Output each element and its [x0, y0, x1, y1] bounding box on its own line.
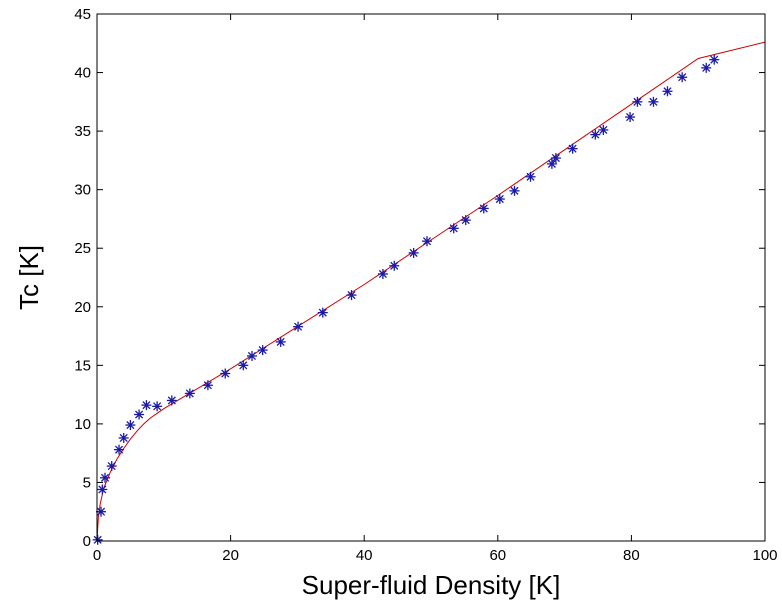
data-point: [662, 86, 673, 97]
data-point: [648, 96, 659, 107]
x-tick-label: 0: [93, 547, 101, 564]
data-point: [494, 194, 505, 205]
y-tick-label: 25: [74, 240, 91, 257]
data-point: [550, 153, 561, 164]
data-point: [100, 472, 111, 483]
x-tick-label: 100: [752, 547, 777, 564]
data-point: [701, 62, 712, 73]
x-tick-label: 80: [623, 547, 640, 564]
y-tick-label: 35: [74, 123, 91, 140]
data-point: [114, 444, 125, 455]
y-tick-label: 5: [83, 474, 91, 491]
data-point: [448, 223, 459, 234]
data-point: [625, 112, 636, 123]
data-point: [134, 409, 145, 420]
data-point: [421, 236, 432, 247]
data-point: [460, 215, 471, 226]
x-tick-label: 60: [489, 547, 506, 564]
data-point: [106, 461, 117, 472]
data-point: [677, 72, 688, 83]
y-tick-label: 30: [74, 182, 91, 199]
y-tick-label: 45: [74, 6, 91, 23]
data-point: [525, 171, 536, 182]
data-point: [509, 185, 520, 196]
plot-frame: [96, 13, 766, 542]
tick-layer: 0 20 40 60 80 100 0 5 10 15 20 25 30 35 40 45: [74, 6, 777, 564]
y-tick-label: 40: [74, 65, 91, 82]
data-point: [389, 260, 400, 271]
y-axis-label: Tc [K]: [14, 245, 44, 310]
data-point: [184, 388, 195, 399]
data-point: [377, 268, 388, 279]
data-point: [97, 484, 108, 495]
data-point: [92, 534, 103, 545]
data-point: [632, 96, 643, 107]
y-tick-label: 15: [74, 357, 91, 374]
x-axis-label: Super-fluid Density [K]: [302, 570, 561, 600]
x-tick-label: 40: [356, 547, 373, 564]
data-point: [546, 158, 557, 169]
data-point: [152, 401, 163, 412]
data-point: [293, 321, 304, 332]
data-point: [166, 395, 177, 406]
data-point: [246, 350, 257, 361]
data-point: [408, 247, 419, 258]
data-point: [141, 400, 152, 411]
data-point: [590, 129, 601, 140]
y-tick-label: 20: [74, 299, 91, 316]
y-tick-label: 10: [74, 416, 91, 433]
data-point: [346, 290, 357, 301]
x-tick-label: 20: [222, 547, 239, 564]
data-point-layer: [92, 54, 720, 545]
data-point: [96, 506, 107, 517]
y-tick-label: 0: [83, 533, 91, 550]
data-point: [478, 203, 489, 214]
data-point: [567, 143, 578, 154]
data-point: [257, 345, 268, 356]
data-point: [220, 368, 231, 379]
data-point: [598, 124, 609, 135]
data-point: [275, 336, 286, 347]
data-point: [317, 307, 328, 318]
data-point: [118, 432, 129, 443]
data-point: [202, 380, 213, 391]
data-point: [125, 420, 136, 431]
data-point: [238, 360, 249, 371]
data-point: [709, 54, 720, 65]
